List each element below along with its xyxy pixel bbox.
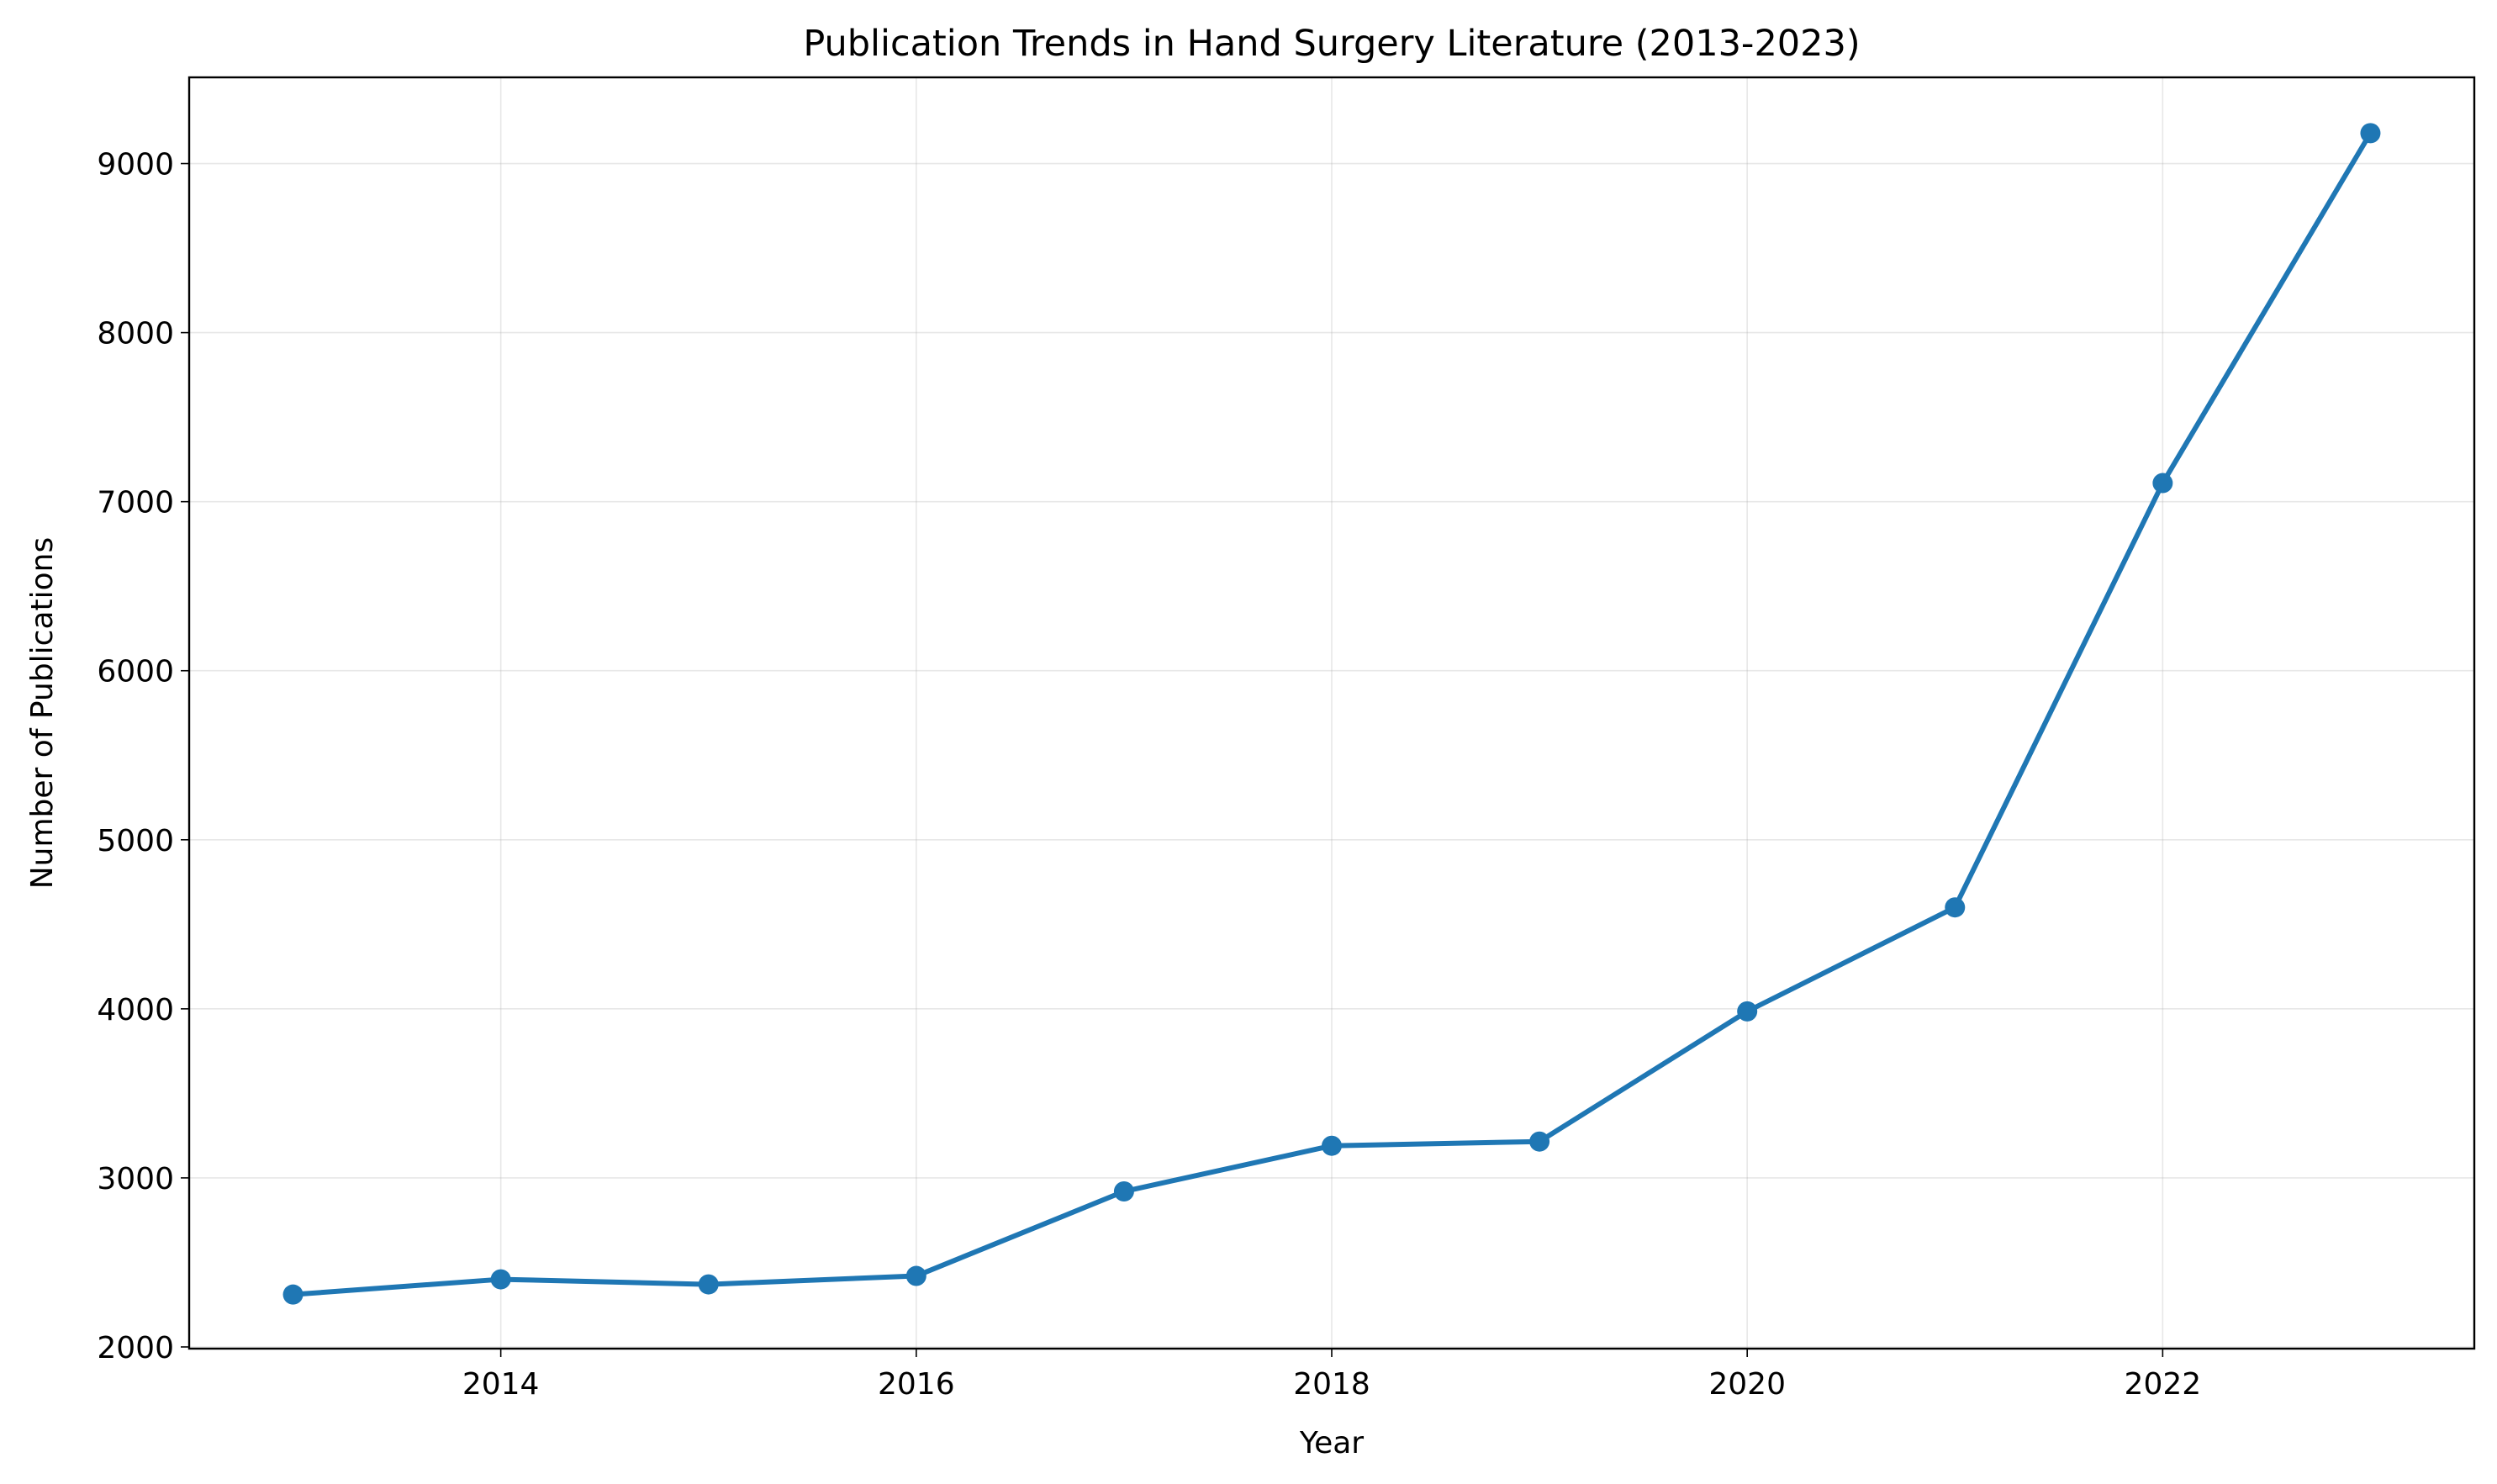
data-point (1113, 1181, 1134, 1202)
y-tick-label: 3000 (97, 1162, 174, 1196)
series-layer (282, 123, 2381, 1305)
data-point (2152, 473, 2173, 494)
y-tick-label: 5000 (97, 824, 174, 858)
y-tick-label: 4000 (97, 993, 174, 1027)
data-point (698, 1274, 719, 1295)
axis-ticks: 2014 2016 2018 2020 2022 2000 3000 4000 5000 6000… (97, 148, 2201, 1402)
x-tick-label: 2014 (462, 1367, 540, 1402)
x-axis-label: Year (1299, 1426, 1364, 1460)
data-point (1322, 1135, 1342, 1156)
x-tick-label: 2016 (878, 1367, 955, 1402)
data-point (1529, 1131, 1550, 1152)
grid (189, 77, 2474, 1349)
data-point (905, 1265, 926, 1286)
x-tick-label: 2022 (2125, 1367, 2202, 1402)
data-point (282, 1284, 304, 1305)
y-tick-label: 7000 (97, 486, 174, 520)
y-tick-label: 2000 (97, 1331, 174, 1365)
data-point (490, 1269, 511, 1290)
y-tick-label: 6000 (97, 655, 174, 689)
y-tick-label: 8000 (97, 317, 174, 351)
x-tick-label: 2020 (1708, 1367, 1786, 1402)
data-point (1737, 1001, 1758, 1022)
data-point (1945, 897, 1966, 918)
x-tick-label: 2018 (1293, 1367, 1370, 1402)
y-tick-label: 9000 (97, 148, 174, 182)
y-axis-label: Number of Publications (25, 537, 60, 890)
data-point (2360, 123, 2381, 144)
chart-title: Publication Trends in Hand Surgery Liter… (803, 23, 1860, 65)
